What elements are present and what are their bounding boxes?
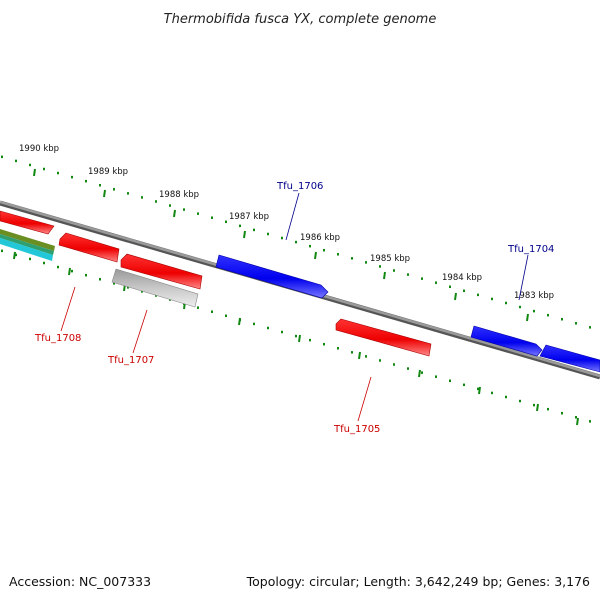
- major-tick: [576, 417, 579, 426]
- tick-label-1989: 1989 kbp: [88, 167, 128, 177]
- tick-label-1988: 1988 kbp: [159, 190, 199, 200]
- major-tick: [358, 351, 361, 360]
- partial-tracks: [0, 229, 55, 261]
- major-tick: [103, 189, 106, 198]
- major-tick: [243, 230, 246, 239]
- major-tick: [526, 313, 529, 322]
- accession-text: Accession: NC_007333: [9, 574, 151, 589]
- major-tick: [238, 317, 241, 326]
- gene-Tfu_1708[interactable]: [0, 210, 120, 263]
- partial-track-olive: [0, 229, 55, 251]
- major-tick: [536, 403, 539, 412]
- major-tick: [13, 251, 16, 260]
- gene-Tfu_1704[interactable]: [470, 325, 543, 357]
- major-tick: [418, 369, 421, 378]
- gene-Tfu_1703-partial[interactable]: [539, 344, 600, 373]
- gene-Tfu_1707-red[interactable]: [120, 253, 203, 290]
- genome-summary-text: Topology: circular; Length: 3,642,249 bp…: [246, 574, 590, 589]
- tick-label-1983: 1983 kbp: [514, 291, 554, 301]
- tick-label-1990: 1990 kbp: [19, 144, 59, 154]
- gene-labels: Tfu_1706 Tfu_1704 Tfu_1708 Tfu_1707 Tfu_…: [34, 181, 554, 435]
- scale-labels: 1983 kbp 1984 kbp 1985 kbp 1986 kbp 1987…: [19, 144, 554, 301]
- major-tick: [478, 386, 481, 395]
- gene-label-Tfu_1704[interactable]: Tfu_1704: [507, 244, 554, 255]
- major-tick: [33, 168, 36, 177]
- map-title: Thermobifida fusca YX, complete genome: [164, 12, 437, 27]
- major-tick: [314, 251, 317, 260]
- gene-Tfu_1705[interactable]: [335, 318, 432, 357]
- major-tick: [454, 292, 457, 301]
- tick-label-1985: 1985 kbp: [370, 254, 410, 264]
- gene-Tfu_1707[interactable]: [111, 268, 199, 308]
- major-tick: [298, 334, 301, 343]
- major-tick: [68, 267, 71, 276]
- tick-label-1987: 1987 kbp: [229, 212, 269, 222]
- leader-line-Tfu_1706: [285, 192, 300, 241]
- leader-line-Tfu_1705: [357, 376, 372, 422]
- tick-label-1986: 1986 kbp: [300, 233, 340, 243]
- gene-label-Tfu_1705[interactable]: Tfu_1705: [333, 424, 380, 435]
- partial-track-cyan: [0, 238, 53, 261]
- gene-label-Tfu_1707[interactable]: Tfu_1707: [107, 355, 154, 366]
- gene-Tfu_1706[interactable]: [215, 254, 329, 299]
- gene-label-Tfu_1706[interactable]: Tfu_1706: [276, 181, 323, 192]
- partial-track-green: [0, 234, 54, 255]
- major-tick: [173, 209, 176, 218]
- tick-label-1984: 1984 kbp: [442, 273, 482, 283]
- gene-label-Tfu_1708[interactable]: Tfu_1708: [34, 333, 81, 344]
- leader-line-Tfu_1707: [132, 309, 148, 354]
- major-tick: [383, 271, 386, 280]
- leader-line-Tfu_1708: [60, 286, 76, 332]
- leader-line-Tfu_1704: [518, 254, 529, 301]
